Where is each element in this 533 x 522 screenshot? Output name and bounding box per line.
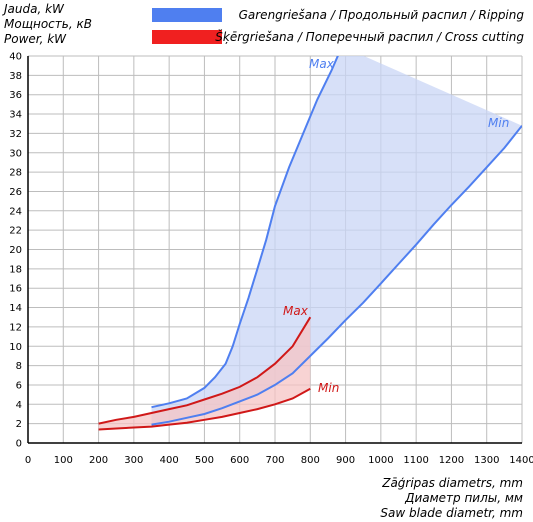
legend: Garengriešana / Продольный распил / Ripp… xyxy=(152,8,532,52)
plot-area xyxy=(98,56,522,430)
y-tick-label: 12 xyxy=(9,322,22,333)
min-curve-cross-cutting xyxy=(98,387,311,431)
curves xyxy=(98,56,522,431)
y-tick-label: 0 xyxy=(16,439,22,450)
x-tick-label: 1200 xyxy=(439,455,464,466)
y-tick-label: 26 xyxy=(9,187,22,198)
y-axis-label-ru: Мощность, кВ xyxy=(4,17,92,31)
curve-label-cross-cutting-min: Min xyxy=(318,381,339,395)
curve-label-cross-cutting-max: Max xyxy=(283,304,309,318)
x-tick-label: 1000 xyxy=(368,455,393,466)
curve-label-ripping-min: Min xyxy=(488,116,509,130)
x-tick-label: 800 xyxy=(301,455,320,466)
y-tick-label: 8 xyxy=(16,361,22,372)
x-tick-label: 100 xyxy=(54,455,73,466)
y-tick-label: 28 xyxy=(9,168,22,179)
max-curve-cross-cutting xyxy=(98,316,312,425)
y-tick-label: 40 xyxy=(9,52,22,63)
x-tick-label: 500 xyxy=(195,455,214,466)
y-tick-label: 10 xyxy=(9,342,22,353)
x-tick-label: 1400 xyxy=(509,455,533,466)
y-tick-label: 36 xyxy=(9,90,22,101)
legend-item-cross-cutting: Šķērgriešana / Поперечный распил / Cross… xyxy=(152,30,532,52)
y-tick-label: 16 xyxy=(9,284,22,295)
band-ripping xyxy=(151,56,522,425)
x-tick-label: 1100 xyxy=(403,455,428,466)
y-tick-label: 34 xyxy=(9,110,22,121)
curve-label-ripping-max: Max xyxy=(309,57,335,71)
band-cross-cutting xyxy=(98,317,311,430)
y-tick-label: 24 xyxy=(9,206,22,217)
y-tick-label: 20 xyxy=(9,245,22,256)
x-axis-label: Zāģripas diametrs, mm Диаметр пилы, мм S… xyxy=(380,476,523,521)
min-curve-ripping xyxy=(151,125,522,426)
y-axis-label-en: Power, kW xyxy=(4,32,67,46)
y-tick-label: 22 xyxy=(9,226,22,237)
legend-item-ripping: Garengriešana / Продольный распил / Ripp… xyxy=(152,8,532,30)
x-tick-label: 300 xyxy=(124,455,143,466)
y-tick-label: 6 xyxy=(16,380,22,391)
y-tick-label: 4 xyxy=(16,400,22,411)
y-axis-label-lv: Jauda, kW xyxy=(4,2,64,16)
legend-swatch-cross-cutting xyxy=(152,30,222,44)
x-tick-label: 1300 xyxy=(474,455,499,466)
y-axis-label: Jauda, kW Мощность, кВ Power, kW xyxy=(4,2,92,47)
x-tick-label: 900 xyxy=(336,455,355,466)
x-tick-label: 700 xyxy=(265,455,284,466)
max-curve-ripping xyxy=(151,56,339,409)
x-tick-label: 200 xyxy=(89,455,108,466)
x-axis-label-ru: Диаметр пилы, мм xyxy=(405,491,523,505)
x-axis-label-en: Saw blade diametr, mm xyxy=(380,506,523,520)
legend-swatch-ripping xyxy=(152,8,222,22)
y-tick-label: 14 xyxy=(9,303,22,314)
y-tick-label: 18 xyxy=(9,264,22,275)
legend-label-cross-cutting: Šķērgriešana / Поперечный распил / Cross… xyxy=(215,30,524,44)
y-tick-label: 30 xyxy=(9,148,22,159)
x-tick-label: 0 xyxy=(25,455,31,466)
y-tick-label: 38 xyxy=(9,71,22,82)
x-tick-label: 400 xyxy=(160,455,179,466)
y-tick-label: 32 xyxy=(9,129,22,140)
x-axis-label-lv: Zāģripas diametrs, mm xyxy=(382,476,523,490)
x-tick-label: 600 xyxy=(230,455,249,466)
y-tick-label: 2 xyxy=(16,419,22,430)
legend-label-ripping: Garengriešana / Продольный распил / Ripp… xyxy=(238,8,524,22)
